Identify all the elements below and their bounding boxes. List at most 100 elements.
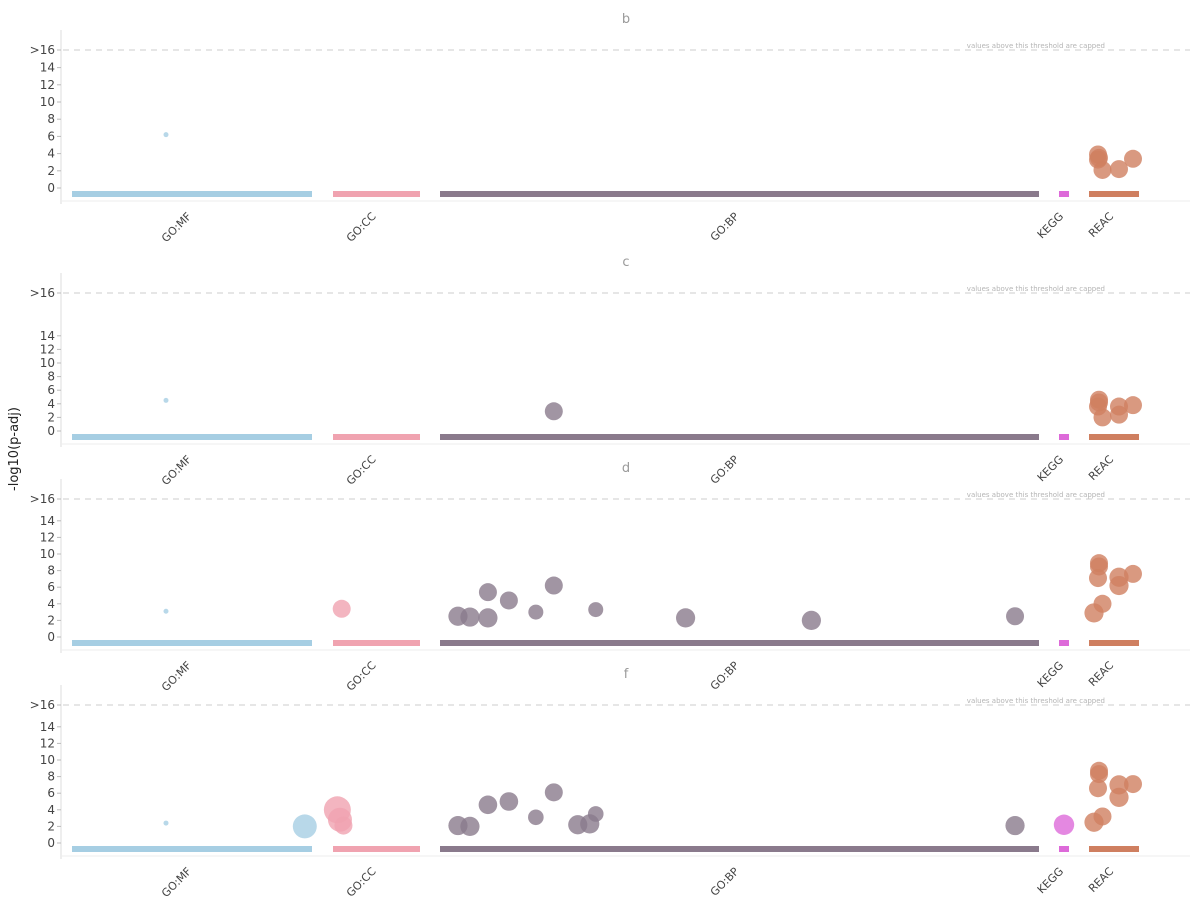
data-point xyxy=(1109,575,1129,596)
source-bar-kegg xyxy=(1059,191,1069,197)
panel-d: d 0 2 4 6 8 10 12 14 >16 values above this thresho… xyxy=(30,461,1190,694)
data-point xyxy=(544,576,563,595)
data-point xyxy=(460,816,480,837)
source-bar-go-bp xyxy=(440,640,1039,646)
source-label-reac: REAC xyxy=(1086,659,1116,689)
source-bar-reac xyxy=(1089,434,1139,440)
source-label-go-bp: GO:BP xyxy=(708,659,742,693)
threshold-note: values above this threshold are capped xyxy=(967,491,1105,499)
source-label-go-mf: GO:MF xyxy=(159,659,194,694)
source-bar-go-mf xyxy=(72,191,312,197)
source-bar-go-bp xyxy=(440,191,1039,197)
data-point xyxy=(1053,814,1075,835)
y-tick-label: 0 xyxy=(47,181,55,195)
y-cap-label: >16 xyxy=(30,492,55,506)
y-tick-label: 4 xyxy=(47,147,55,161)
data-point xyxy=(544,783,563,802)
y-axis-label: -log10(p-adj) xyxy=(7,407,22,491)
data-point xyxy=(1124,396,1142,415)
source-label-go-cc: GO:CC xyxy=(344,453,379,488)
y-tick-label: 12 xyxy=(40,530,55,544)
y-tick-label: 14 xyxy=(40,514,55,528)
source-label-go-bp: GO:BP xyxy=(708,865,742,899)
data-point xyxy=(163,820,169,826)
data-point xyxy=(163,608,169,614)
source-bar-go-bp xyxy=(440,846,1039,852)
data-point xyxy=(675,608,696,628)
y-tick-label: 14 xyxy=(40,61,55,75)
data-point xyxy=(478,795,498,815)
panel-title: c xyxy=(622,255,629,270)
data-point xyxy=(801,610,821,631)
data-point xyxy=(1109,787,1129,807)
panel-f: f 0 2 4 6 8 10 12 14 >16 values above this thresho… xyxy=(30,667,1190,900)
source-bar-go-mf xyxy=(72,846,312,852)
y-tick-label: 12 xyxy=(40,78,55,92)
data-point xyxy=(1124,564,1142,583)
source-bar-reac xyxy=(1089,191,1139,197)
source-label-go-mf: GO:MF xyxy=(159,453,194,488)
panel-b: b 0 2 4 6 8 10 12 14 >16 values above this thresho… xyxy=(30,12,1190,245)
y-tick-label: 10 xyxy=(40,356,55,370)
source-label-go-mf: GO:MF xyxy=(159,210,194,245)
source-label-go-mf: GO:MF xyxy=(159,865,194,900)
data-point xyxy=(544,402,563,421)
source-bar-go-mf xyxy=(72,434,312,440)
y-tick-label: 12 xyxy=(40,736,55,750)
y-tick-label: 6 xyxy=(47,129,55,143)
y-cap-label: >16 xyxy=(30,43,55,57)
data-point xyxy=(163,132,169,138)
data-point xyxy=(1110,405,1128,424)
data-point xyxy=(1089,569,1107,588)
data-point xyxy=(528,604,544,620)
y-tick-label: 14 xyxy=(40,329,55,343)
data-point xyxy=(292,814,317,839)
y-tick-label: 4 xyxy=(47,803,55,817)
data-point xyxy=(1124,775,1142,794)
data-point xyxy=(1093,408,1112,427)
data-point xyxy=(587,806,604,822)
data-point xyxy=(1089,779,1107,798)
y-tick-label: 8 xyxy=(47,770,55,784)
data-point xyxy=(528,809,544,826)
panel-title: b xyxy=(622,12,630,27)
y-tick-label: 8 xyxy=(47,370,55,384)
data-point xyxy=(1124,149,1142,168)
source-bar-go-mf xyxy=(72,640,312,646)
y-tick-label: 0 xyxy=(47,424,55,438)
source-bar-kegg xyxy=(1059,434,1069,440)
panel-title: d xyxy=(622,461,630,476)
y-tick-label: 6 xyxy=(47,383,55,397)
source-bar-reac xyxy=(1089,846,1139,852)
source-label-go-cc: GO:CC xyxy=(344,865,379,900)
source-bar-go-bp xyxy=(440,434,1039,440)
y-tick-label: 2 xyxy=(47,410,55,424)
source-label-reac: REAC xyxy=(1086,453,1116,483)
source-label-go-bp: GO:BP xyxy=(708,453,742,487)
data-point xyxy=(1006,607,1025,626)
y-tick-label: 8 xyxy=(47,112,55,126)
source-label-reac: REAC xyxy=(1086,210,1116,240)
y-tick-label: 12 xyxy=(40,342,55,356)
y-tick-label: 10 xyxy=(40,95,55,109)
y-tick-label: 6 xyxy=(47,580,55,594)
source-label-kegg: KEGG xyxy=(1035,659,1066,690)
y-cap-label: >16 xyxy=(30,286,55,300)
y-tick-label: 0 xyxy=(47,836,55,850)
y-tick-label: 8 xyxy=(47,564,55,578)
source-bar-reac xyxy=(1089,640,1139,646)
threshold-note: values above this threshold are capped xyxy=(967,697,1105,705)
data-point xyxy=(332,599,351,618)
source-label-go-cc: GO:CC xyxy=(344,210,379,245)
source-label-reac: REAC xyxy=(1086,865,1116,895)
source-bar-kegg xyxy=(1059,846,1069,852)
data-point xyxy=(499,591,518,610)
y-tick-label: 14 xyxy=(40,720,55,734)
data-point xyxy=(1005,815,1025,836)
source-label-kegg: KEGG xyxy=(1035,865,1066,896)
y-tick-label: 4 xyxy=(47,597,55,611)
threshold-note: values above this threshold are capped xyxy=(967,285,1105,293)
data-point xyxy=(588,602,604,618)
